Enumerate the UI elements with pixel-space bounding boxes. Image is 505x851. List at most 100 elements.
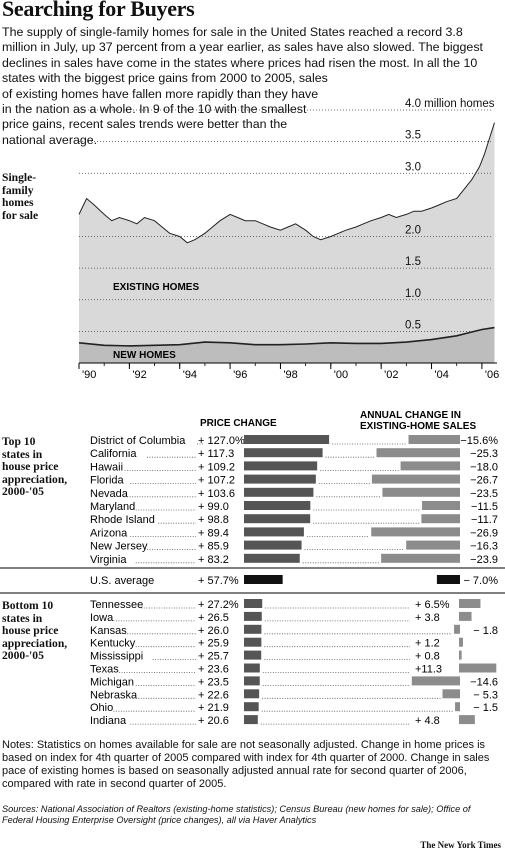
top10-group-label: Top 10 states in house price appreciation, 2… [2,435,67,499]
price-change-value: + 103.6 [198,488,235,500]
price-change-value: + 21.9 [198,702,229,714]
sales-change-bar [408,435,460,444]
price-change-value: + 57.7% [198,575,239,587]
sales-change-bar [371,474,460,484]
state-name: Kentucky [90,638,136,650]
price-change-bar [244,637,262,647]
sales-change-value: −11.7 [471,514,498,526]
sales-change-bar [459,650,462,660]
sales-change-value: + 3.8 [415,612,440,624]
y-tick-label: 3.5 [405,130,421,142]
sales-change-bar [459,637,463,647]
sales-change-value: + 6.5% [415,599,450,611]
bottom10-group-label-line: appreciation, [2,636,68,650]
price-change-bar [244,487,314,497]
intro-line: The supply of single-family homes for sa… [2,25,463,39]
state-name: Nebraska [90,689,138,701]
x-tick-label: '94 [183,369,197,381]
price-change-bar [244,663,260,673]
price-change-value: + 98.8 [198,514,229,526]
sales-change-value: − 1.8 [473,625,498,637]
state-name: Ohio [90,702,113,714]
top10-group-label-line: house price [2,460,59,473]
price-change-value: + 117.3 [198,448,234,460]
price-change-value: + 127.0% [198,435,245,447]
sales-change-bar [406,540,460,550]
sources-text: Sources: National Association of Realtor… [2,804,471,825]
notes-text: Notes: Statistics on homes available for… [2,739,490,790]
price-change-value: + 99.0 [198,501,229,513]
price-change-value: + 26.0 [198,625,229,637]
state-name: Nevada [90,488,129,500]
y-tick-label: 1.5 [405,256,421,268]
sales-change-bar [422,501,460,510]
sales-change-value: −18.0 [470,461,498,473]
price-change-bar [244,461,318,471]
price-change-bar [244,501,311,510]
area-chart-side-label-line: homes [2,196,34,209]
price-change-bar [244,624,262,634]
price-change-bar [244,611,262,621]
state-name: Tennessee [90,599,143,611]
price-change-bar [244,527,304,537]
price-change-bar [244,599,263,608]
x-tick-label: '96 [233,369,247,381]
state-name: Virginia [90,554,127,566]
state-name: Mississippi [90,651,143,663]
intro-line: of existing homes have fallen more rapid… [2,86,319,101]
top10-group-label-line: states in [2,447,43,461]
intro-line: price gains, recent sales trends were be… [2,117,288,132]
price-change-value: + 22.6 [198,689,229,701]
intro-line: national average. [2,132,98,147]
x-tick-label: '04 [435,369,449,381]
price-change-bar [244,474,316,484]
sales-change-value: −23.9 [470,554,498,566]
price-change-bar [244,575,283,584]
sales-change-value: − 5.3 [473,689,498,701]
sales-change-bar [421,514,460,524]
sales-change-value: −14.6 [470,676,498,688]
area-chart-side-label-line: family [2,183,34,197]
x-tick-label: '00 [334,369,348,381]
sales-change-bar [455,702,460,712]
credit-line: The New York Times [420,840,501,850]
state-name: Arizona [90,527,128,539]
y-tick-label: 2.0 [405,225,421,237]
sales-change-bar [454,624,460,634]
top10-group-label-line: Top 10 [2,435,36,448]
intro-line: declines in sales have come in the state… [2,55,478,70]
x-tick-label: '06 [485,369,499,381]
price-change-bar [244,540,302,550]
state-name: Michigan [90,676,134,688]
state-name: Maryland [90,501,135,513]
price-change-header: PRICE CHANGE [200,418,277,429]
state-name: California [90,448,137,460]
price-change-bar [244,676,260,686]
price-change-bar [244,650,262,660]
state-name: Florida [90,475,125,487]
price-change-value: + 83.2 [198,554,229,566]
intro-line: states with the biggest price gains from… [2,71,328,86]
existing-homes-area [79,122,495,363]
state-name: New Jersey [90,541,148,553]
price-change-bar [244,553,300,563]
y-tick-label: 0.5 [405,319,421,331]
sales-change-bar [459,663,497,673]
sales-change-value: +11.3 [415,664,442,676]
intro-line: in the nation as a whole. In 9 of the 10… [2,102,307,116]
sales-change-value: −11.5 [471,501,498,513]
sales-change-bar [400,461,460,471]
sales-change-bar [381,553,460,563]
sales-change-value: − 1.5 [473,702,498,714]
y-tick-label: 1.0 [405,288,421,300]
area-chart-side-label-line: Single- [2,171,37,184]
price-change-value: + 23.5 [198,676,229,688]
sales-change-bar [436,575,460,584]
area-chart-side-label-line: for sale [2,208,39,222]
sales-change-bar [411,676,460,686]
x-tick-label: '98 [283,369,297,381]
price-change-value: + 26.5 [198,612,229,624]
price-change-value: + 25.7 [198,651,229,663]
x-tick-label: '90 [82,369,96,381]
price-change-value: + 23.6 [198,664,229,676]
